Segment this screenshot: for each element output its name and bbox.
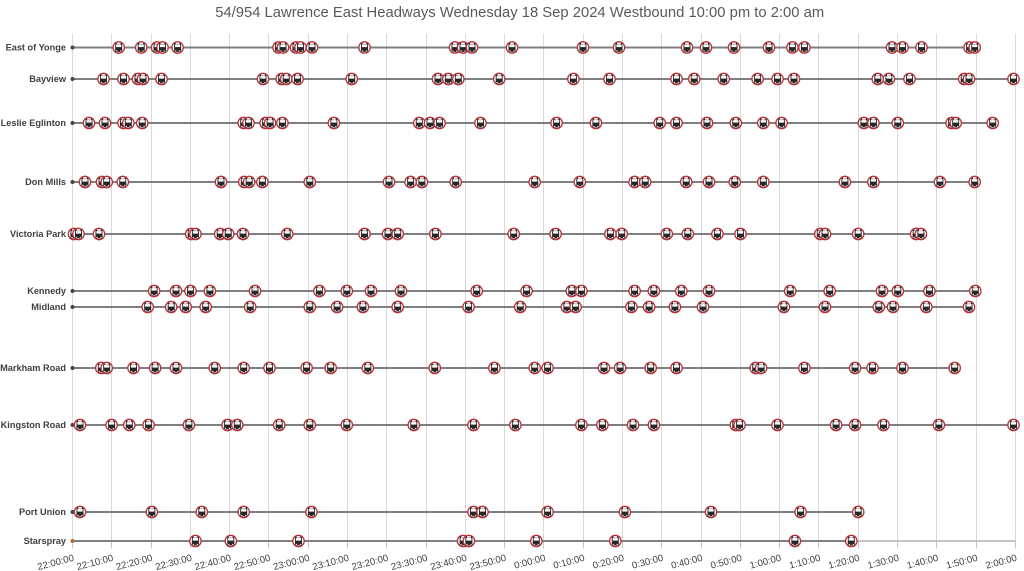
svg-text:Kingston Road: Kingston Road (1, 420, 66, 430)
svg-text:23:10:00: 23:10:00 (311, 553, 350, 571)
svg-text:Victoria Park: Victoria Park (10, 229, 67, 239)
svg-text:0:20:00: 0:20:00 (592, 553, 626, 571)
svg-text:Midland: Midland (31, 302, 66, 312)
svg-text:0:40:00: 0:40:00 (670, 553, 704, 571)
svg-text:23:40:00: 23:40:00 (429, 553, 468, 571)
svg-text:East of Yonge: East of Yonge (6, 43, 66, 53)
svg-text:Kennedy: Kennedy (27, 286, 67, 296)
svg-text:1:30:00: 1:30:00 (867, 553, 901, 571)
svg-text:1:40:00: 1:40:00 (906, 553, 940, 571)
svg-text:Starspray: Starspray (24, 536, 67, 546)
svg-text:22:10:00: 22:10:00 (76, 553, 115, 571)
svg-text:0:30:00: 0:30:00 (631, 553, 665, 571)
svg-text:22:50:00: 22:50:00 (233, 553, 272, 571)
svg-text:22:20:00: 22:20:00 (115, 553, 154, 571)
svg-text:23:30:00: 23:30:00 (390, 553, 429, 571)
svg-text:22:00:00: 22:00:00 (36, 553, 75, 571)
svg-text:1:10:00: 1:10:00 (788, 553, 822, 571)
svg-text:23:50:00: 23:50:00 (469, 553, 508, 571)
svg-text:2:00:00: 2:00:00 (984, 553, 1018, 571)
svg-text:Port Union: Port Union (19, 507, 66, 517)
svg-text:22:30:00: 22:30:00 (154, 553, 193, 571)
svg-text:Don Mills: Don Mills (25, 177, 66, 187)
svg-text:22:40:00: 22:40:00 (194, 553, 233, 571)
svg-text:1:50:00: 1:50:00 (945, 553, 979, 571)
svg-text:0:50:00: 0:50:00 (709, 553, 743, 571)
svg-text:1:00:00: 1:00:00 (749, 553, 783, 571)
svg-text:Leslie Eglinton: Leslie Eglinton (1, 118, 67, 128)
svg-text:0:10:00: 0:10:00 (552, 553, 586, 571)
svg-text:23:00:00: 23:00:00 (272, 553, 311, 571)
svg-text:Bayview: Bayview (29, 74, 67, 84)
svg-text:54/954 Lawrence East Headways: 54/954 Lawrence East Headways Wednesday … (215, 5, 824, 21)
svg-text:23:20:00: 23:20:00 (351, 553, 390, 571)
svg-text:1:20:00: 1:20:00 (827, 553, 861, 571)
svg-text:Markham Road: Markham Road (0, 363, 66, 373)
svg-text:0:00:00: 0:00:00 (513, 553, 547, 571)
